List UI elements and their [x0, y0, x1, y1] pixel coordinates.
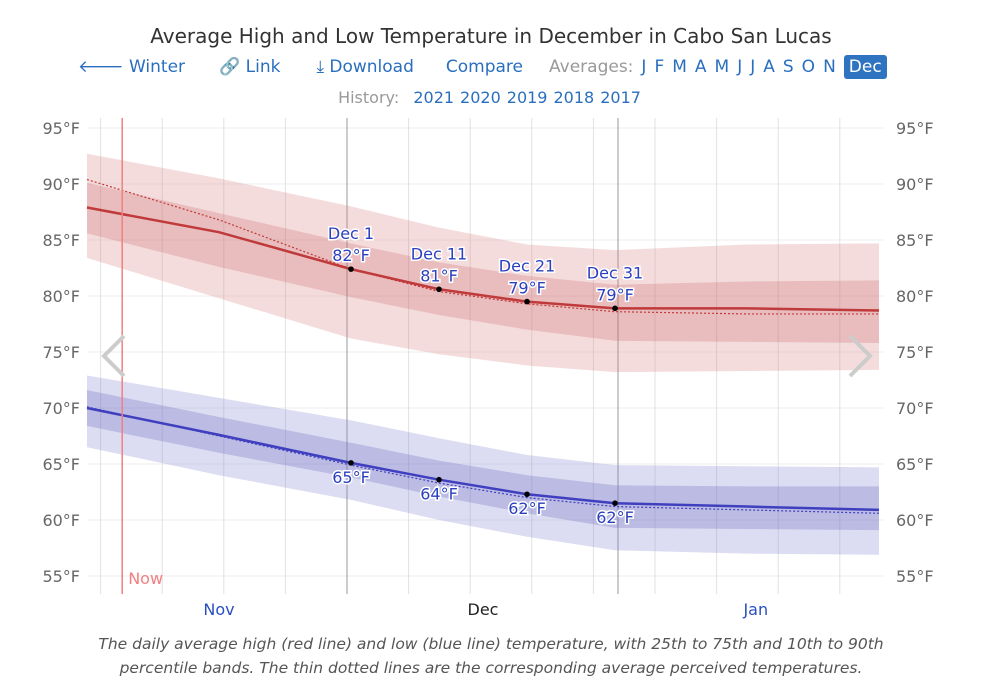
history-year-2021[interactable]: 2021	[413, 88, 455, 107]
arrow-left-icon: 🡐	[78, 57, 124, 77]
next-arrow-icon[interactable]	[848, 334, 873, 378]
month-3[interactable]: A	[694, 57, 707, 77]
month-6[interactable]: J	[750, 57, 756, 77]
download-button[interactable]: ⤓ Download	[316, 57, 414, 77]
y-tick-label: 85°F	[896, 231, 934, 250]
now-label: Now	[128, 569, 163, 588]
history-year-2020[interactable]: 2020	[460, 88, 501, 107]
annotation-low: 62°F	[596, 508, 634, 527]
y-tick-label: 65°F	[896, 455, 934, 474]
high-band-25-75	[87, 182, 879, 344]
low-marker	[612, 500, 618, 507]
history-year-2018[interactable]: 2018	[553, 88, 595, 107]
month-4[interactable]: M	[714, 57, 730, 77]
annotation-date: Dec 1	[328, 224, 374, 243]
toolbar: 🡐 Winter 🔗 Link ⤓ Download Compare Avera…	[78, 55, 891, 79]
low-marker	[348, 460, 354, 466]
history-year-2019[interactable]: 2019	[506, 88, 548, 107]
history-year-2017[interactable]: 2017	[600, 88, 641, 107]
y-tick-label: 85°F	[42, 231, 80, 250]
month-0[interactable]: J	[641, 57, 647, 77]
annotation-low: 62°F	[508, 499, 546, 518]
month-11[interactable]: Dec	[843, 55, 887, 79]
high-marker	[612, 305, 618, 312]
x-tick-label: Jan	[742, 600, 768, 619]
month-2[interactable]: M	[672, 57, 687, 77]
low-band-25-75	[87, 390, 879, 531]
link-button[interactable]: 🔗 Link	[219, 57, 281, 77]
month-5[interactable]: J	[737, 57, 743, 77]
y-tick-label: 90°F	[42, 175, 80, 194]
history-bar: History: 2021 2020 2019 2018 2017	[0, 88, 982, 107]
low-band-10-90	[87, 375, 879, 555]
annotation-high: 82°F	[332, 246, 370, 265]
y-tick-label: 60°F	[896, 511, 934, 530]
y-tick-label: 80°F	[896, 287, 934, 306]
high-band-10-90	[87, 153, 879, 373]
temperature-chart: 55°F 55°F 60°F 60°F 65°F 65°F 70°F 70°F 75°F 75°F…	[42, 118, 934, 619]
chart-caption: The daily average high (red line) and lo…	[98, 635, 884, 677]
averages-label: Averages:	[549, 57, 634, 77]
y-tick-label: 70°F	[42, 399, 80, 418]
prev-arrow-icon[interactable]	[101, 334, 126, 378]
y-tick-label: 65°F	[42, 455, 80, 474]
annotation-date: Dec 21	[499, 257, 555, 276]
high-marker	[524, 298, 530, 305]
x-tick-label: Dec	[468, 600, 499, 619]
y-tick-label: 55°F	[42, 567, 80, 586]
y-tick-label: 60°F	[42, 511, 80, 530]
month-list: J F M A M J J A S O N Dec	[637, 55, 890, 79]
annotation-date: Dec 31	[587, 263, 643, 282]
y-tick-label: 75°F	[896, 343, 934, 362]
month-1[interactable]: F	[654, 57, 665, 77]
annotation-date: Dec 11	[411, 244, 467, 263]
high-avg-line	[86, 206, 880, 312]
high-marker	[436, 286, 442, 293]
chart-title: Average High and Low Temperature in Dece…	[150, 24, 832, 48]
link-icon: 🔗	[219, 57, 241, 77]
low-avg-line	[86, 406, 880, 512]
annotation-high: 81°F	[420, 266, 458, 285]
low-marker	[524, 491, 530, 498]
annotation-low: 64°F	[420, 485, 458, 504]
y-tick-label: 55°F	[896, 567, 934, 586]
back-button[interactable]: 🡐 Winter	[78, 57, 186, 77]
download-icon: ⤓	[316, 57, 324, 77]
low-marker	[436, 476, 442, 483]
y-tick-label: 75°F	[42, 343, 80, 362]
annotation-high: 79°F	[508, 279, 546, 298]
month-8[interactable]: S	[782, 57, 794, 77]
month-10[interactable]: N	[823, 57, 836, 77]
month-7[interactable]: A	[763, 57, 775, 77]
y-tick-label: 80°F	[42, 287, 80, 306]
high-perceived-line	[86, 178, 879, 315]
y-tick-label: 70°F	[896, 399, 934, 418]
y-tick-label: 90°F	[896, 175, 934, 194]
y-tick-label: 95°F	[896, 119, 934, 138]
high-marker	[348, 266, 354, 272]
month-9[interactable]: O	[801, 57, 816, 77]
annotation-high: 79°F	[596, 285, 634, 304]
x-tick-label: Nov	[203, 600, 234, 619]
low-perceived-line	[86, 406, 880, 514]
annotation-low: 65°F	[332, 468, 370, 487]
compare-button[interactable]: Compare	[445, 57, 524, 77]
y-tick-label: 95°F	[42, 119, 80, 138]
history-label: History:	[338, 88, 400, 107]
